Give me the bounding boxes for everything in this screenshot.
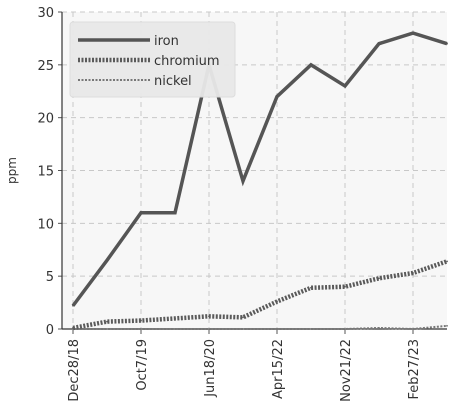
data-point-chromium xyxy=(344,285,346,288)
legend-label-iron: iron xyxy=(154,34,179,49)
grid-lines xyxy=(62,11,447,329)
data-point-nickel xyxy=(378,327,380,329)
series-line-chromium xyxy=(72,259,448,331)
data-point-nickel xyxy=(242,328,244,330)
legend-items: iron chromium nickel xyxy=(78,34,220,89)
data-point-chromium xyxy=(310,286,312,289)
data-point-nickel xyxy=(310,328,312,330)
data-point-chromium xyxy=(446,260,448,263)
data-point-iron xyxy=(446,42,448,45)
data-point-nickel xyxy=(412,328,414,330)
data-point-iron xyxy=(106,259,108,262)
legend: iron chromium nickel xyxy=(69,21,236,98)
data-point-chromium xyxy=(72,327,74,329)
legend-label-chromium: chromium xyxy=(154,54,220,69)
legend-label-nickel: nickel xyxy=(154,74,192,89)
data-point-iron xyxy=(242,180,244,182)
data-point-iron xyxy=(344,85,346,87)
series-line-nickel xyxy=(73,324,448,331)
data-point-iron xyxy=(174,211,176,214)
x-tick-label: Nov21/22 xyxy=(339,339,354,402)
data-point-chromium xyxy=(242,316,244,319)
x-tick-label: Jun18/20 xyxy=(203,339,218,398)
y-tick-label: 0 xyxy=(46,323,54,338)
x-tick-label: Oct7/19 xyxy=(135,339,150,391)
x-tick-label: Feb27/23 xyxy=(407,339,422,399)
data-point-chromium xyxy=(412,272,414,274)
data-point-nickel xyxy=(446,324,448,327)
y-tick-label: 20 xyxy=(37,112,54,127)
x-tick-label: Dec28/18 xyxy=(67,339,82,402)
y-tick-label: 25 xyxy=(37,59,54,74)
data-point-nickel xyxy=(174,328,176,330)
y-tick-label: 10 xyxy=(37,217,54,232)
data-point-chromium xyxy=(140,319,142,322)
y-axis-label: ppm xyxy=(5,157,19,184)
y-tick-label: 30 xyxy=(37,6,54,21)
data-point-nickel xyxy=(276,328,278,330)
data-point-nickel xyxy=(106,328,108,330)
y-tick-label: 5 xyxy=(46,270,54,285)
data-point-nickel xyxy=(208,328,210,330)
data-point-iron xyxy=(140,211,142,214)
x-tick-label: Apr15/22 xyxy=(271,339,286,399)
data-point-nickel xyxy=(344,328,346,330)
data-point-chromium xyxy=(174,317,176,320)
data-point-iron xyxy=(72,304,74,307)
data-point-iron xyxy=(276,95,278,98)
data-point-iron xyxy=(310,63,312,66)
y-tick-label: 15 xyxy=(37,165,54,180)
series-line-iron xyxy=(71,31,448,307)
data-point-iron xyxy=(378,42,380,45)
data-point-iron xyxy=(412,32,414,35)
data-point-chromium xyxy=(378,277,380,280)
data-point-nickel xyxy=(140,328,142,330)
tick-labels: 0 5 10 15 20 25 30 Dec28/18 Oct7/19 Jun18/20 Apr15… xyxy=(37,6,422,402)
data-point-chromium xyxy=(276,300,278,303)
data-point-chromium xyxy=(208,315,210,318)
data-point-chromium xyxy=(106,320,108,323)
